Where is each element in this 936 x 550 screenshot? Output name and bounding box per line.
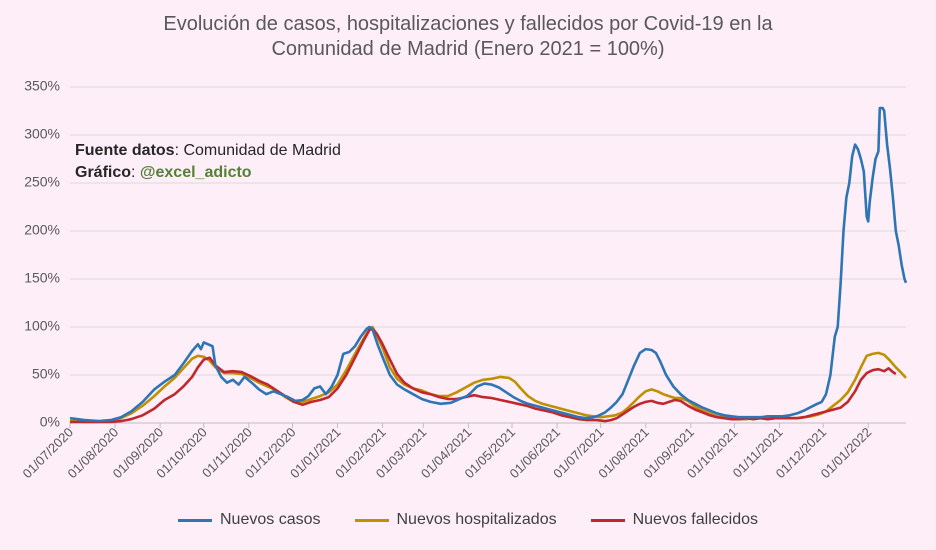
- series-line-fallecidos: [70, 327, 897, 424]
- author-label: Gráfico: [75, 164, 132, 181]
- y-axis-ticks: 0% 50% 100% 150% 200% 250% 300% 350%: [24, 78, 60, 430]
- legend-swatch-casos: [178, 518, 212, 522]
- source-value: Comunidad de Madrid: [183, 142, 341, 159]
- chart-title: Evolución de casos, hospitalizaciones y …: [0, 12, 936, 62]
- y-tick-label: 250%: [24, 174, 60, 190]
- y-tick-label: 300%: [24, 126, 60, 142]
- y-tick-label: 100%: [24, 318, 60, 334]
- legend-item-fallecidos[interactable]: Nuevos fallecidos: [590, 511, 758, 529]
- series-line-casos: [69, 106, 908, 423]
- legend-label-casos: Nuevos casos: [220, 511, 321, 528]
- y-tick-label: 200%: [24, 222, 60, 238]
- gridlines: [70, 86, 906, 376]
- legend-item-hospitalizados[interactable]: Nuevos hospitalizados: [354, 511, 557, 529]
- series-lines: [69, 106, 908, 424]
- legend-item-casos[interactable]: Nuevos casos: [178, 511, 321, 529]
- legend: Nuevos casos Nuevos hospitalizados Nuevo…: [0, 511, 936, 529]
- author-handle: @excel_adicto: [139, 164, 252, 181]
- chart-title-line-2: Comunidad de Madrid (Enero 2021 = 100%): [271, 38, 665, 60]
- y-tick-label: 350%: [24, 78, 60, 94]
- author-line: Gráfico: @excel_adicto: [75, 164, 252, 181]
- source-line: Fuente datos: Comunidad de Madrid: [75, 142, 341, 159]
- y-tick-label: 50%: [32, 366, 60, 382]
- source-label: Fuente datos: [75, 142, 175, 159]
- source-annotation: Fuente datos: Comunidad de Madrid Gráfic…: [75, 140, 341, 184]
- legend-label-hospitalizados: Nuevos hospitalizados: [396, 511, 557, 528]
- y-tick-label: 150%: [24, 270, 60, 286]
- chart-title-line-1: Evolución de casos, hospitalizaciones y …: [163, 13, 773, 35]
- y-tick-label: 0%: [40, 414, 60, 430]
- legend-swatch-fallecidos: [590, 518, 625, 522]
- x-axis-ticks: 01/07/202001/08/202001/09/202001/10/2020…: [19, 423, 874, 481]
- legend-label-fallecidos: Nuevos fallecidos: [632, 511, 758, 528]
- legend-swatch-hospitalizados: [354, 518, 389, 522]
